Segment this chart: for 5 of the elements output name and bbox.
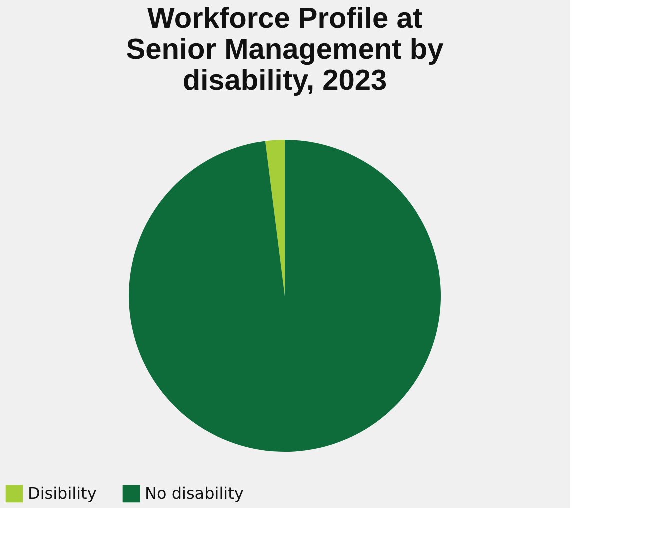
pie-slice — [129, 140, 441, 452]
legend-label: No disability — [145, 484, 244, 503]
pie-slice — [265, 140, 285, 296]
legend-label: Disibility — [28, 484, 97, 503]
chart-title: Workforce Profile at Senior Management by disability, 2023 — [126, 3, 444, 97]
